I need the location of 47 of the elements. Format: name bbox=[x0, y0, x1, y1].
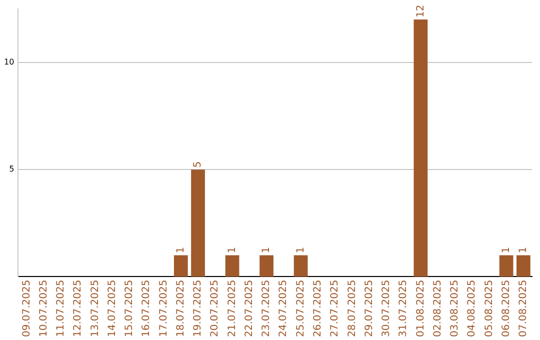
x-tick-label: 09.07.2025 bbox=[21, 280, 32, 338]
x-tick-label: 23.07.2025 bbox=[261, 280, 272, 338]
x-tick-label: 11.07.2025 bbox=[56, 280, 67, 338]
bar bbox=[225, 255, 240, 277]
bar bbox=[414, 20, 428, 277]
data-label: 1 bbox=[175, 246, 186, 254]
data-label: 1 bbox=[500, 246, 512, 254]
x-tick-label: 16.07.2025 bbox=[141, 280, 152, 338]
x-tick-label: 24.07.2025 bbox=[278, 280, 290, 338]
x-tick-label: 04.08.2025 bbox=[466, 280, 478, 338]
x-tick-label: 06.08.2025 bbox=[500, 280, 512, 338]
data-label: 1 bbox=[295, 246, 306, 254]
data-label: 1 bbox=[518, 246, 530, 254]
x-tick-label: 14.07.2025 bbox=[106, 280, 118, 338]
x-tick-label: 29.07.2025 bbox=[364, 280, 375, 338]
y-tick-label: 10 bbox=[4, 57, 14, 66]
x-tick-label: 02.08.2025 bbox=[432, 280, 444, 338]
x-tick-label: 01.08.2025 bbox=[415, 280, 426, 338]
x-tick-label: 12.07.2025 bbox=[72, 280, 84, 338]
x-tick-label: 10.07.2025 bbox=[38, 280, 50, 338]
x-tick-label: 19.07.2025 bbox=[192, 280, 204, 338]
x-tick-label: 22.07.2025 bbox=[244, 280, 255, 338]
data-label: 1 bbox=[261, 246, 272, 254]
x-tick-label: 27.07.2025 bbox=[330, 280, 341, 338]
x-tick-label: 20.07.2025 bbox=[210, 280, 221, 338]
data-label: 5 bbox=[192, 161, 204, 168]
x-tick-label: 30.07.2025 bbox=[381, 280, 392, 338]
x-tick-label: 07.08.2025 bbox=[518, 280, 530, 338]
x-tick-label: 21.07.2025 bbox=[226, 280, 238, 338]
bar bbox=[516, 255, 530, 277]
x-tick-label: 25.07.2025 bbox=[295, 280, 306, 338]
bar bbox=[260, 255, 274, 277]
x-tick-label: 31.07.2025 bbox=[398, 280, 410, 338]
x-tick-label: 18.07.2025 bbox=[175, 280, 186, 338]
bar bbox=[174, 255, 188, 277]
x-tick-label: 28.07.2025 bbox=[346, 280, 358, 338]
data-label: 1 bbox=[226, 246, 238, 254]
x-tick-label: 17.07.2025 bbox=[158, 280, 170, 338]
bar bbox=[499, 255, 514, 277]
x-tick-label: 15.07.2025 bbox=[124, 280, 136, 338]
x-tick-label: 13.07.2025 bbox=[90, 280, 101, 338]
x-tick-label: 03.08.2025 bbox=[450, 280, 461, 338]
x-tick-label: 05.08.2025 bbox=[484, 280, 495, 338]
bar bbox=[191, 170, 205, 277]
bar bbox=[294, 255, 308, 277]
data-label: 12 bbox=[415, 4, 426, 18]
x-tick-label: 26.07.2025 bbox=[312, 280, 324, 338]
